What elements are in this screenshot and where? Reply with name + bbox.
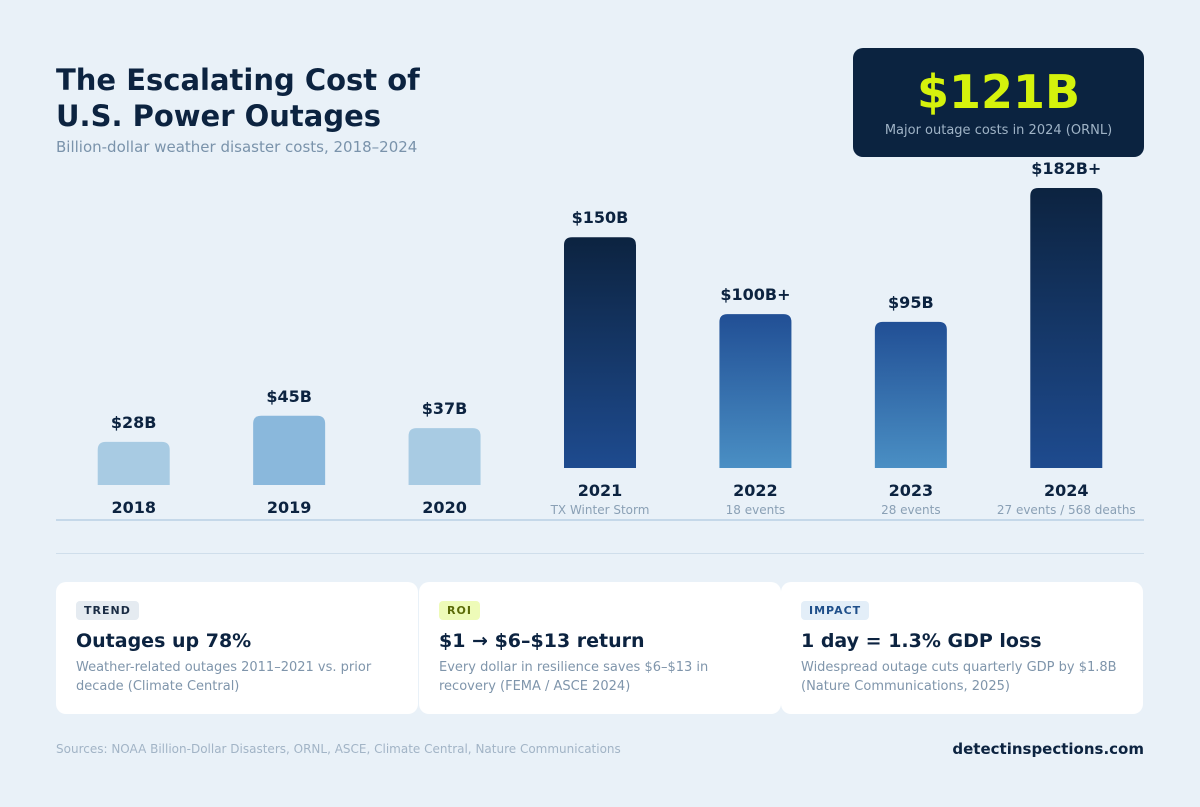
value-label: $150B: [572, 208, 629, 227]
value-label: $45B: [266, 387, 312, 406]
value-label: $37B: [422, 399, 468, 418]
value-label: $182B+: [1031, 159, 1101, 178]
value-label: $100B+: [720, 285, 790, 304]
card-tag: ROI: [439, 601, 480, 620]
sources-note: Sources: NOAA Billion-Dollar Disasters, …: [56, 742, 621, 756]
category-label: 2022: [733, 481, 778, 500]
bar-chart: $28B 2018 $45B 2019 $37B 2020 $150B 2021 TX Wint…: [56, 159, 1144, 521]
card-tag: IMPACT: [801, 601, 870, 620]
category-label: 2020: [422, 498, 467, 517]
kpi-value: $121B: [916, 65, 1081, 119]
page-title: The Escalating Cost of U.S. Power Outage…: [56, 62, 420, 134]
card-body: Weather-related outages 2011–2021 vs. pr…: [76, 660, 372, 694]
bar-annotation: 28 events: [881, 503, 941, 517]
card-headline: $1 → $6–$13 return: [439, 630, 645, 652]
value-label: $28B: [111, 413, 157, 432]
card-body: Widespread outage cuts quarterly GDP by …: [801, 660, 1117, 694]
roi-card: ROI $1 → $6–$13 return Every dollar in r…: [419, 582, 781, 714]
card-body: Every dollar in resilience saves $6–$13 …: [439, 660, 709, 694]
bar-2019: [253, 415, 326, 485]
bar-annotation: 18 events: [726, 503, 786, 517]
bar-annotation: TX Winter Storm: [550, 503, 650, 517]
bar-2024: [1030, 188, 1103, 468]
trend-card: TREND Outages up 78% Weather-related out…: [56, 582, 418, 714]
brand-link[interactable]: detectinspections.com: [952, 740, 1144, 758]
category-label: 2024: [1044, 481, 1089, 500]
category-label: 2019: [267, 498, 312, 517]
bar-2023: [874, 321, 947, 468]
title-line-1: The Escalating Cost of: [56, 63, 420, 97]
card-headline: Outages up 78%: [76, 630, 252, 652]
bar-2020: [408, 428, 481, 485]
value-label: $95B: [888, 293, 934, 312]
impact-card: IMPACT 1 day = 1.3% GDP loss Widespread …: [781, 582, 1143, 714]
category-label: 2021: [578, 481, 623, 500]
section-divider: [56, 553, 1144, 554]
bar-2021: [564, 237, 636, 468]
page-subtitle: Billion-dollar weather disaster costs, 2…: [56, 138, 418, 156]
category-label: 2023: [889, 481, 934, 500]
kpi-card: $121B Major outage costs in 2024 (ORNL): [853, 48, 1144, 157]
category-label: 2018: [111, 498, 156, 517]
bar-2018: [97, 441, 170, 485]
kpi-caption: Major outage costs in 2024 (ORNL): [884, 123, 1113, 138]
title-line-2: U.S. Power Outages: [56, 99, 382, 133]
card-tag: TREND: [76, 601, 139, 620]
card-headline: 1 day = 1.3% GDP loss: [801, 630, 1042, 652]
bar-2022: [719, 314, 792, 468]
bar-annotation: 27 events / 568 deaths: [997, 503, 1136, 517]
